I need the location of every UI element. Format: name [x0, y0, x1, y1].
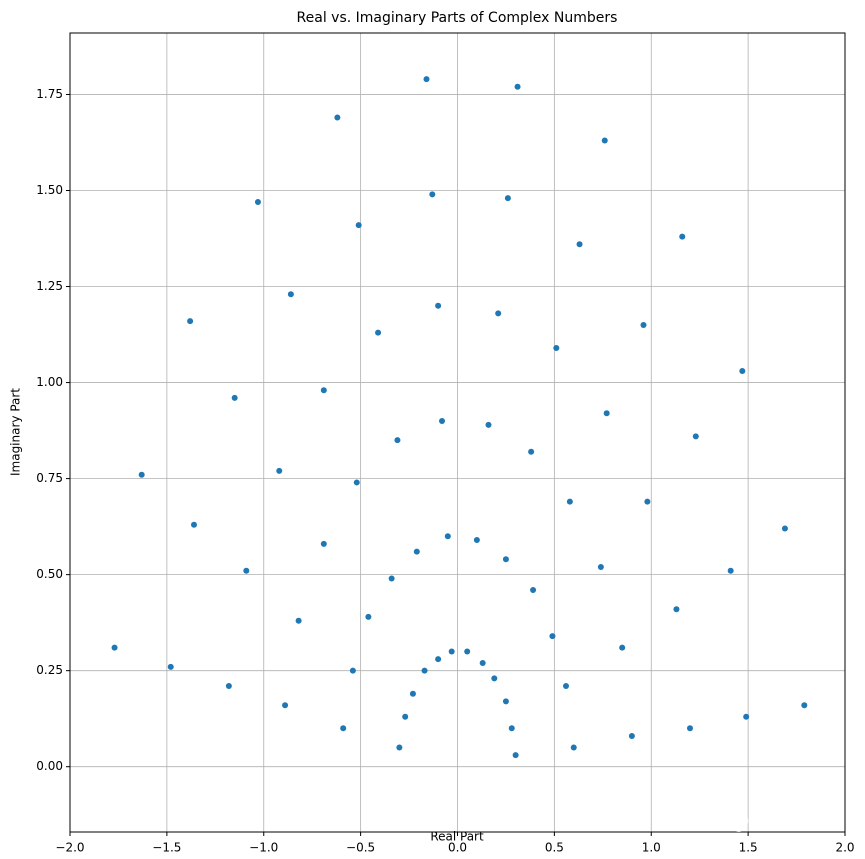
- point: [111, 644, 118, 651]
- point: [429, 191, 436, 198]
- point: [479, 659, 486, 666]
- point: [439, 417, 445, 424]
- point: [692, 433, 699, 440]
- point: [644, 498, 651, 505]
- watermark: 知乎 @Manfred: [677, 809, 840, 834]
- point: [413, 548, 420, 555]
- point: [553, 344, 560, 351]
- y-tick-label: 0.25: [36, 663, 63, 677]
- point: [435, 656, 442, 663]
- point: [687, 725, 693, 732]
- point: [603, 410, 610, 417]
- point: [673, 606, 680, 613]
- point: [781, 525, 788, 532]
- y-tick-label: 0.75: [36, 471, 63, 485]
- x-axis-label: Real Part: [430, 830, 484, 844]
- point: [320, 540, 327, 547]
- point: [282, 702, 289, 709]
- point: [243, 567, 250, 574]
- point: [619, 644, 626, 651]
- point: [295, 617, 302, 624]
- point: [528, 448, 535, 455]
- point: [254, 199, 261, 206]
- point: [508, 725, 515, 732]
- point: [448, 648, 455, 655]
- point: [409, 690, 416, 697]
- point: [191, 521, 197, 528]
- point: [495, 310, 502, 317]
- y-tick-label: 1.50: [36, 183, 63, 197]
- x-tick-label: −1.0: [249, 841, 278, 855]
- point: [485, 421, 492, 428]
- point: [396, 744, 403, 751]
- point: [349, 667, 356, 674]
- point: [512, 752, 519, 759]
- point: [388, 575, 395, 582]
- point: [444, 533, 451, 540]
- point: [353, 479, 360, 486]
- y-tick-label: 1.25: [36, 279, 63, 293]
- x-tick-label: 0.5: [545, 841, 564, 855]
- plot-frame: [69, 32, 846, 833]
- x-tick-label: 1.5: [739, 841, 758, 855]
- point: [576, 241, 583, 248]
- point: [421, 667, 428, 674]
- point: [801, 702, 808, 709]
- x-tick-label: −0.5: [346, 841, 375, 855]
- x-tick-label: −1.5: [152, 841, 181, 855]
- y-tick-label: 0.50: [36, 567, 63, 581]
- point: [320, 387, 327, 394]
- y-tick-label: 0.00: [36, 759, 63, 773]
- point: [601, 137, 608, 144]
- point: [231, 394, 238, 401]
- point: [491, 675, 498, 682]
- x-tick-label: 2.0: [835, 841, 854, 855]
- point: [640, 321, 647, 328]
- point: [504, 195, 511, 202]
- point: [423, 76, 430, 83]
- point: [530, 586, 537, 593]
- point: [225, 683, 232, 690]
- point: [727, 567, 734, 574]
- y-axis-label: Imaginary Part: [9, 388, 23, 476]
- point: [334, 114, 341, 121]
- y-tick-label: 1.75: [36, 87, 63, 101]
- point: [739, 368, 746, 375]
- point: [628, 732, 635, 739]
- point: [473, 537, 480, 544]
- point: [276, 467, 283, 474]
- point: [570, 744, 577, 751]
- y-tick-label: 1.00: [36, 375, 63, 389]
- point: [563, 683, 569, 690]
- point: [365, 613, 372, 620]
- point: [402, 713, 409, 720]
- point: [679, 233, 686, 240]
- point: [167, 663, 174, 670]
- x-tick-label: 0.0: [448, 841, 467, 855]
- point: [340, 725, 347, 732]
- point: [502, 556, 509, 563]
- point: [502, 698, 509, 705]
- point: [743, 713, 750, 720]
- point: [138, 471, 145, 478]
- point: [287, 291, 294, 298]
- point: [549, 633, 556, 640]
- chart-title: Real vs. Imaginary Parts of Complex Numb…: [297, 10, 618, 26]
- point: [597, 563, 604, 570]
- x-tick-label: 1.0: [642, 841, 661, 855]
- point: [375, 329, 382, 336]
- point: [187, 318, 194, 325]
- point: [566, 498, 573, 505]
- point: [514, 83, 521, 90]
- point: [394, 437, 401, 444]
- point: [435, 302, 442, 309]
- x-tick-label: −2.0: [55, 841, 84, 855]
- point: [355, 222, 362, 229]
- point: [464, 648, 471, 655]
